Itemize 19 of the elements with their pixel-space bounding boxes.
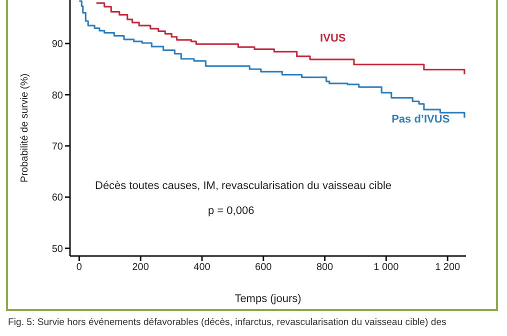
- y-tick-label: 60: [52, 192, 64, 204]
- x-axis-title: Temps (jours): [234, 293, 302, 305]
- y-tick-label: 90: [52, 39, 64, 50]
- series-label: Pas d’IVUS: [392, 114, 450, 126]
- annotation: Décès toutes causes, IM, revascularisation du vaisseau cible: [95, 180, 392, 192]
- annotation: p = 0,006: [208, 205, 254, 217]
- x-tick-label: 1 000: [374, 262, 400, 274]
- y-tick-label: 50: [52, 244, 64, 255]
- x-tick-label: 0: [76, 262, 82, 274]
- x-tick-label: 1 200: [435, 262, 461, 274]
- x-tick-label: 600: [255, 262, 272, 274]
- y-axis-title: Probabilité de survie (%): [20, 74, 31, 182]
- x-tick-label: 400: [194, 262, 211, 274]
- x-tick-label: 200: [132, 262, 150, 274]
- x-tick-label: 800: [316, 262, 334, 274]
- y-tick-label: 70: [52, 141, 64, 152]
- y-tick-label: 80: [52, 90, 64, 102]
- series-label: IVUS: [320, 32, 346, 44]
- caption: Fig. 5: Survie hors événements défavorables (décès, infarctus, revascularisation du vaisseau cible) des: [8, 317, 448, 328]
